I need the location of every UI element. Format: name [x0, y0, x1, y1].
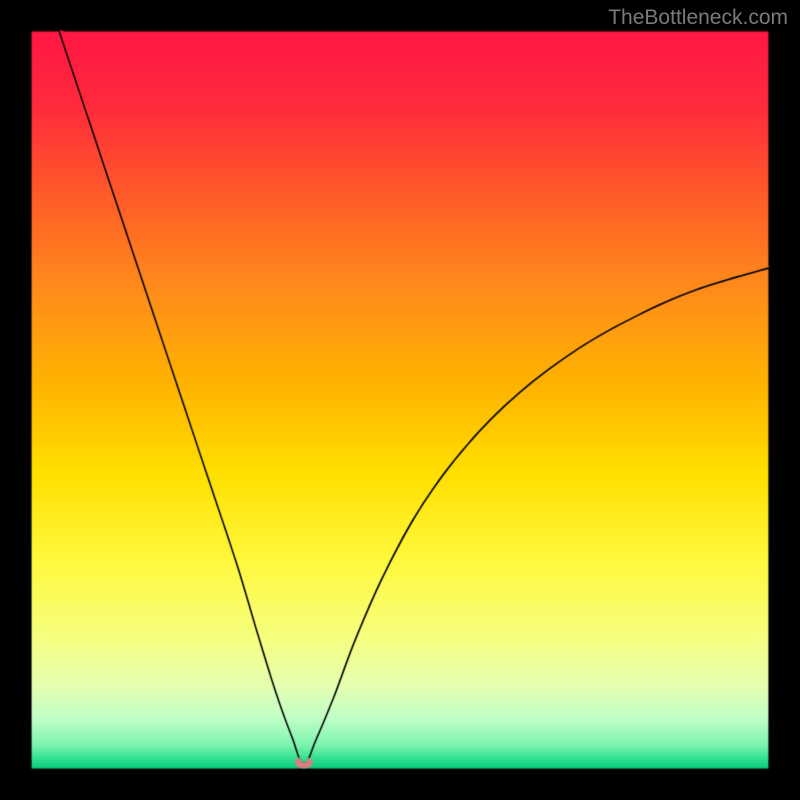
- bottleneck-curve-chart: [0, 0, 800, 800]
- chart-container: { "image": { "width": 800, "height": 800…: [0, 0, 800, 800]
- watermark-text: TheBottleneck.com: [608, 6, 788, 30]
